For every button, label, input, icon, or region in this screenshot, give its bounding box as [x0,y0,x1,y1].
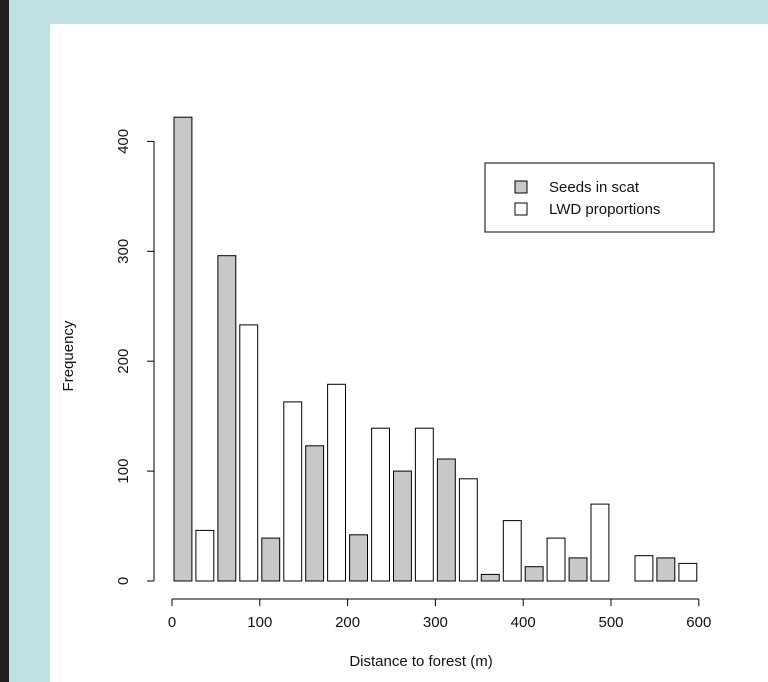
x-tick-label-300: 300 [423,614,448,631]
bar-lwd-250 [414,427,434,582]
bar-lwd-300 [458,478,478,582]
bar-seeds-100 [261,537,281,582]
bar-seeds-0 [173,116,193,582]
y-axis-label: Frequency [60,320,77,391]
x-axis-label: Distance to forest (m) [349,653,492,670]
bar-lwd-350 [502,520,522,582]
x-tick-label-200: 200 [335,614,360,631]
bar-lwd-500 [634,555,654,582]
legend-label-seeds-in-scat: Seeds in scat [549,179,640,196]
legend-box [484,162,715,233]
axes-group: 0 100 200 300 400 500 600 0 100 200 300 400 [115,129,711,631]
histogram-chart: 0 100 200 300 400 500 600 0 100 200 300 400 Distanc… [60,116,715,670]
legend-swatch-seeds-in-scat [514,180,528,194]
bar-lwd-0 [195,529,215,582]
bar-seeds-300 [436,458,456,582]
bar-lwd-400 [546,537,566,582]
bar-lwd-550 [678,562,698,582]
x-tick-label-600: 600 [686,614,711,631]
legend: Seeds in scat LWD proportions [484,162,715,233]
bar-lwd-50 [239,324,259,582]
bar-lwd-450 [590,503,610,582]
bar-seeds-50 [217,255,237,582]
y-tick-label-200: 200 [115,349,132,374]
bar-seeds-250 [393,470,412,582]
y-tick-label-0: 0 [115,577,132,585]
x-tick-label-100: 100 [247,614,272,631]
bar-seeds-150 [305,445,325,582]
y-tick-label-300: 300 [115,239,132,264]
bar-seeds-400 [524,566,544,582]
legend-swatch-lwd-proportions [514,202,528,216]
left-edge-strip [0,0,9,682]
y-tick-label-100: 100 [115,459,132,484]
bar-lwd-200 [371,427,391,582]
bar-lwd-150 [327,383,347,582]
chart-panel: 0 100 200 300 400 500 600 0 100 200 300 400 Distanc… [50,24,768,682]
bars-group [173,116,698,582]
x-tick-label-500: 500 [598,614,623,631]
x-tick-label-0: 0 [168,614,176,631]
x-tick-label-400: 400 [511,614,536,631]
bar-seeds-200 [349,534,369,582]
bar-seeds-350 [480,573,500,582]
y-tick-label-400: 400 [115,129,132,154]
legend-label-lwd-proportions: LWD proportions [549,201,660,218]
bar-seeds-450 [568,557,588,582]
bar-lwd-100 [283,401,303,582]
bar-seeds-550 [656,557,676,582]
